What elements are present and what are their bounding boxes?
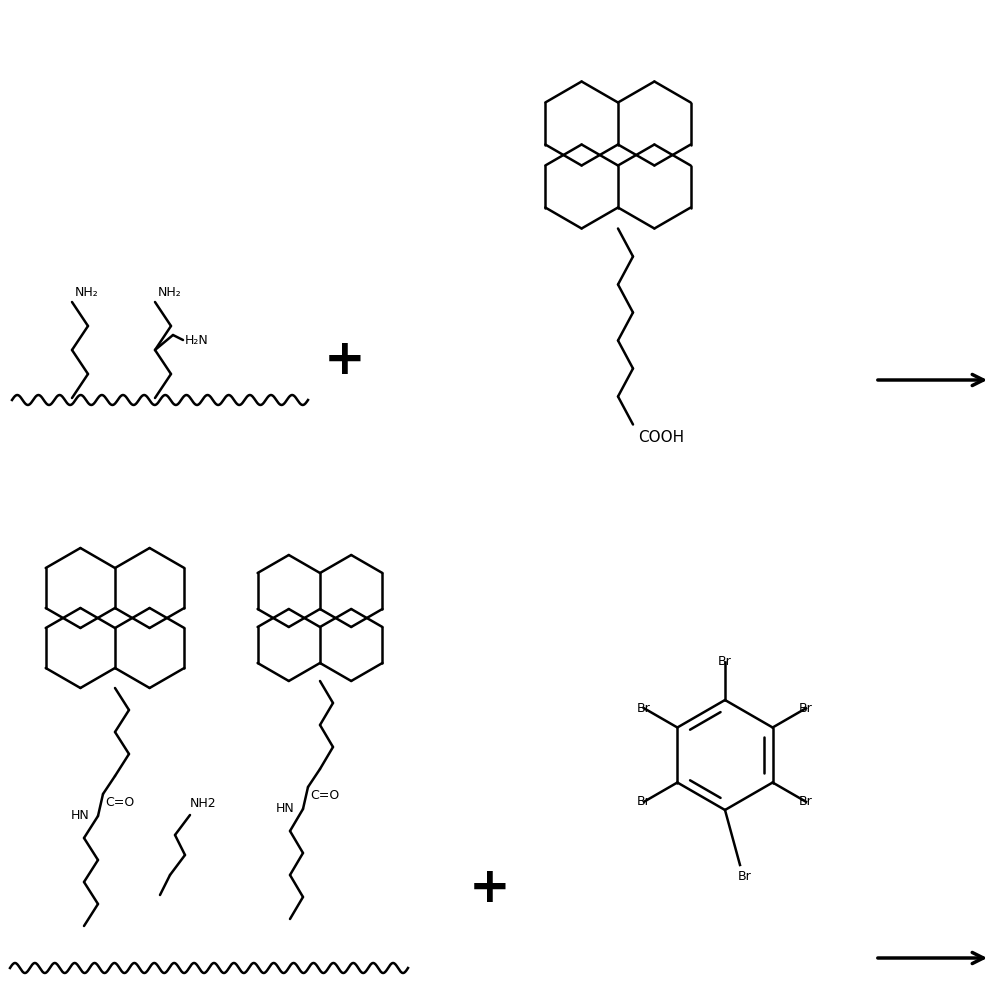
Text: NH₂: NH₂ <box>75 286 98 299</box>
Text: NH2: NH2 <box>190 797 217 810</box>
Text: C=O: C=O <box>310 789 339 802</box>
Text: H₂N: H₂N <box>185 334 209 347</box>
Text: Br: Br <box>636 702 650 715</box>
Text: C=O: C=O <box>105 796 134 809</box>
Text: HN: HN <box>71 809 89 822</box>
Text: COOH: COOH <box>637 430 684 444</box>
Text: Br: Br <box>738 870 751 883</box>
Text: Br: Br <box>636 795 650 808</box>
Text: Br: Br <box>798 702 812 715</box>
Text: +: + <box>468 864 510 912</box>
Text: +: + <box>324 336 366 384</box>
Text: NH₂: NH₂ <box>158 286 182 299</box>
Text: HN: HN <box>275 802 294 815</box>
Text: Br: Br <box>718 655 732 668</box>
Text: Br: Br <box>798 795 812 808</box>
